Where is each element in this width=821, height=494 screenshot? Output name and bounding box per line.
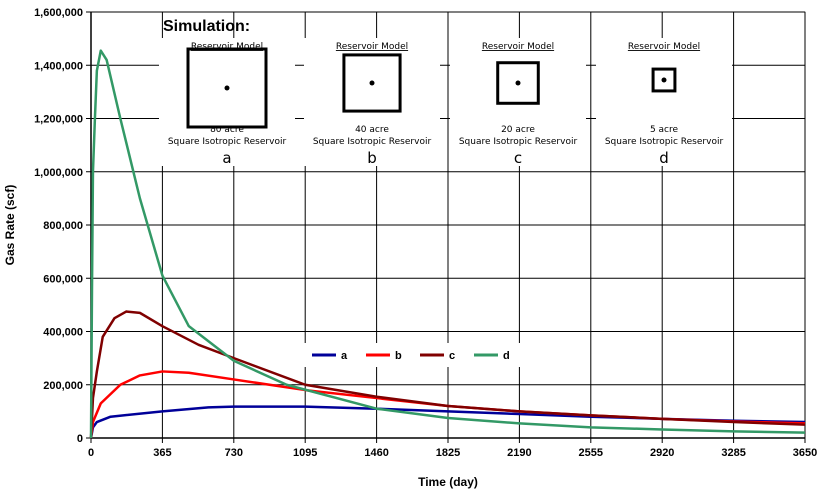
- y-tick-label: 200,000: [43, 380, 83, 392]
- x-tick-label: 1095: [293, 447, 317, 459]
- legend-label-a: a: [341, 350, 348, 362]
- series-line-c: [89, 310, 806, 439]
- x-axis-label: Time (day): [418, 475, 478, 489]
- x-tick-label: 2190: [507, 447, 531, 459]
- well-dot: [661, 77, 667, 83]
- reservoir-square: [651, 67, 677, 93]
- inset-heading: Reservoir Model: [628, 42, 700, 52]
- x-tick-label: 2920: [650, 447, 674, 459]
- inset-heading: Reservoir Model: [191, 42, 263, 52]
- inset-panel-bg: [596, 38, 732, 166]
- reservoir-square: [496, 61, 540, 105]
- well-dot: [369, 80, 375, 86]
- inset-title: Simulation:: [163, 18, 250, 35]
- inset-area: 80 acre: [210, 125, 244, 135]
- inset-area: 20 acre: [501, 125, 535, 135]
- inset-area: 40 acre: [355, 125, 389, 135]
- legend-label-c: c: [449, 350, 455, 362]
- well-dot: [515, 80, 521, 86]
- inset-desc: Square Isotropic Reservoir: [605, 137, 724, 147]
- x-tick-label: 3650: [793, 447, 817, 459]
- inset-desc: Square Isotropic Reservoir: [168, 137, 287, 147]
- y-axis-label: Gas Rate (scf): [3, 185, 17, 266]
- x-tick-label: 365: [153, 447, 171, 459]
- legend-label-b: b: [395, 350, 402, 362]
- inset-desc: Square Isotropic Reservoir: [459, 137, 578, 147]
- x-tick-label: 1460: [364, 447, 388, 459]
- inset-label: a: [222, 149, 231, 167]
- y-tick-label: 1,400,000: [34, 60, 83, 72]
- inset-area: 5 acre: [650, 125, 679, 135]
- inset-desc: Square Isotropic Reservoir: [313, 137, 432, 147]
- y-tick-label: 0: [77, 433, 83, 445]
- y-tick-label: 1,600,000: [34, 7, 83, 19]
- x-tick-label: 3285: [721, 447, 745, 459]
- y-tick-label: 1,200,000: [34, 114, 83, 126]
- y-tick-label: 1,000,000: [34, 167, 83, 179]
- series-line-d: [89, 49, 806, 439]
- y-tick-label: 600,000: [43, 273, 83, 285]
- reservoir-square: [342, 53, 402, 113]
- inset-label: b: [367, 149, 377, 167]
- reservoir-square: [186, 47, 268, 129]
- inset-heading: Reservoir Model: [336, 42, 408, 52]
- x-tick-label: 730: [225, 447, 243, 459]
- inset-label: d: [659, 149, 669, 167]
- x-tick-label: 0: [88, 447, 94, 459]
- x-tick-label: 2555: [579, 447, 603, 459]
- x-tick-label: 1825: [436, 447, 460, 459]
- legend-label-d: d: [503, 350, 510, 362]
- inset-heading: Reservoir Model: [482, 42, 554, 52]
- inset-panel-bg: [159, 38, 295, 166]
- y-tick-label: 400,000: [43, 327, 83, 339]
- inset-panel-bg: [304, 38, 440, 166]
- well-dot: [224, 85, 230, 91]
- y-tick-label: 800,000: [43, 220, 83, 232]
- inset-label: c: [514, 149, 522, 167]
